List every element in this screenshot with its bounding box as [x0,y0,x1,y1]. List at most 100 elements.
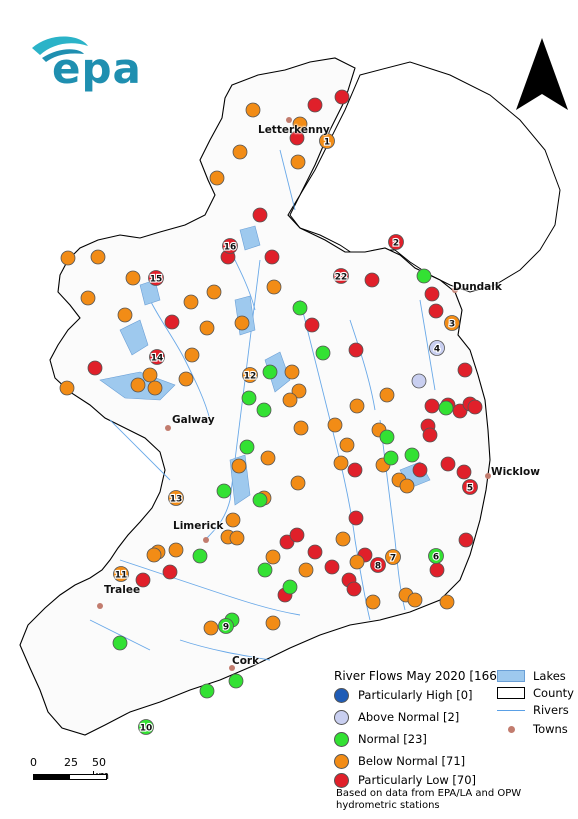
numbered-station-marker [333,268,349,284]
station-marker-below [59,380,75,396]
town-label-dundalk: Dundalk [453,281,502,293]
epa-logo [32,36,88,62]
station-marker-below [284,364,300,380]
station-marker-low [252,207,268,223]
station-marker-low [289,527,305,543]
station-marker-below [293,420,309,436]
station-marker-normal [241,390,257,406]
station-marker-normal [292,300,308,316]
station-number-label: 7 [390,554,396,564]
station-marker-below [206,284,222,300]
station-marker-low [424,398,440,414]
legend-item-lakes: Lakes [497,667,566,685]
town-label-wicklow: Wicklow [491,466,540,478]
station-marker-normal [416,268,432,284]
station-marker-below [232,144,248,160]
station-marker-low [364,272,380,288]
station-marker-below [333,455,349,471]
station-marker-low [346,581,362,597]
station-marker-below [349,554,365,570]
numbered-station-marker [218,618,234,634]
town-label-galway: Galway [172,414,215,426]
legend-title: River Flows May 2020 [166] [334,669,502,683]
source-note: Based on data from EPA/LA and OPW hydrom… [336,788,522,811]
numbered-station-marker [148,270,164,286]
legend-item-towns: Towns [497,720,568,738]
station-number-label: 2 [393,239,399,249]
station-marker-below [245,102,261,118]
lake-symbol [497,670,525,682]
numbered-station-marker [149,349,165,365]
station-number-label: 16 [224,243,237,253]
station-marker-below [117,307,133,323]
numbered-station-marker [388,234,404,250]
legend-item-particularly-low: Particularly Low [70] [334,771,476,789]
station-marker-below [339,437,355,453]
station-marker-normal [252,492,268,508]
town-symbol [497,725,525,733]
station-marker-low [456,464,472,480]
scale-bar-white [69,774,107,780]
station-marker-below [282,392,298,408]
station-marker-below [291,383,307,399]
station-marker-normal [282,579,298,595]
station-marker-normal [379,429,395,445]
station-marker-below [178,371,194,387]
station-number-label: 22 [335,273,348,283]
station-number-label: 1 [324,138,330,148]
station-number-label: 6 [433,553,439,563]
below-normal-swatch [334,753,349,769]
legend-label: Particularly High [0] [358,688,473,702]
numbered-station-marker [370,557,386,573]
station-number-label: 13 [170,495,183,505]
county-symbol [497,687,525,699]
station-marker-low [289,130,305,146]
numbered-station-marker [319,133,335,149]
station-marker-below [260,450,276,466]
station-marker-below [147,380,163,396]
station-marker-below [168,542,184,558]
station-marker-below [203,620,219,636]
station-marker-below [349,398,365,414]
station-marker-below [298,562,314,578]
station-marker-low [428,303,444,319]
town-label-letterkenny: Letterkenny [258,124,330,136]
station-marker-normal [315,345,331,361]
normal-swatch [334,731,349,747]
numbered-station-marker [242,367,258,383]
station-number-label: 5 [467,484,473,494]
scale-bar: 0 25 50 km [30,756,120,806]
legend-label: Particularly Low [70] [358,773,477,787]
station-marker-low [348,342,364,358]
station-marker-below [229,530,245,546]
station-marker-below [265,549,281,565]
station-marker-low [348,510,364,526]
station-marker-low [164,314,180,330]
legend-label: County [533,686,574,700]
station-marker-normal [216,483,232,499]
numbered-station-marker [113,566,129,582]
legend-item-county: County [497,684,574,702]
station-marker-below [80,290,96,306]
station-marker-below [60,250,76,266]
numbered-station-marker [462,479,478,495]
station-marker-low [440,456,456,472]
scale-bar-black [33,774,69,780]
station-marker-above [411,373,427,389]
station-marker-below [231,458,247,474]
station-marker-low [324,559,340,575]
station-marker-low [307,544,323,560]
station-marker-normal [239,439,255,455]
station-marker-below [265,615,281,631]
station-number-label: 3 [449,320,455,330]
station-marker-low [429,562,445,578]
above-normal-swatch [334,709,349,725]
station-number-label: 4 [434,345,440,355]
station-marker-below [130,377,146,393]
particularly-low-swatch [334,772,349,788]
station-marker-below [142,367,158,383]
station-marker-below [335,531,351,547]
station-marker-normal [404,447,420,463]
epa-logo-text: epa [52,44,142,93]
